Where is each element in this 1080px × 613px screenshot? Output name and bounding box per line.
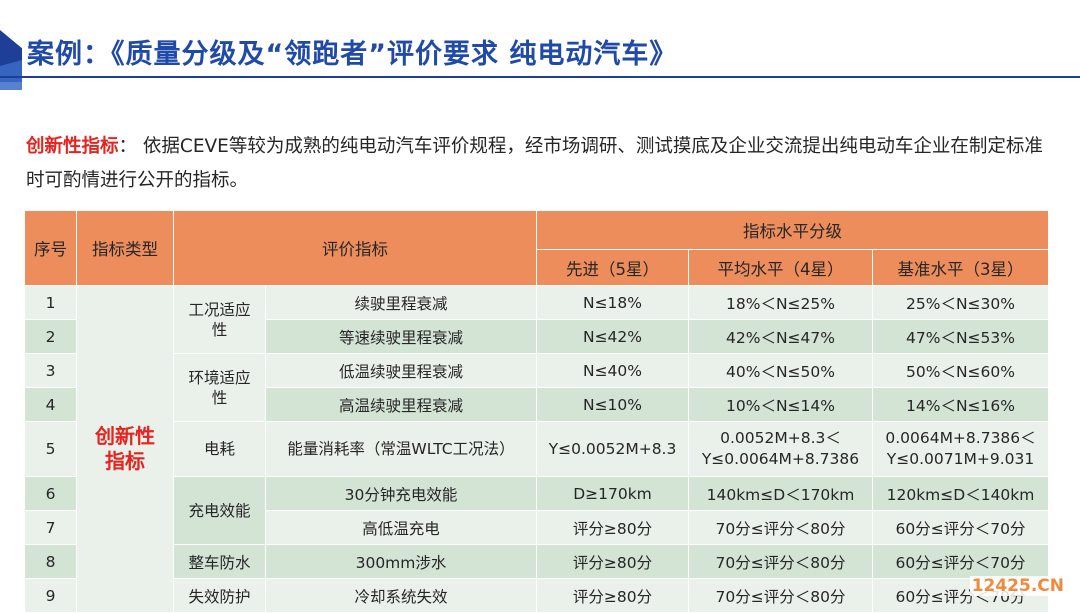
subtype-cell: 环境适应 性 <box>173 353 266 422</box>
indicator-name: 低温续驶里程衰减 <box>265 353 537 388</box>
subtype-cell: 充电效能 <box>173 476 266 545</box>
grade-4star: 18%＜N≤25% <box>688 285 873 320</box>
indicator-name: 高温续驶里程衰减 <box>265 387 537 422</box>
grade-5star: Y≤0.0052M+8.3 <box>536 421 689 477</box>
grade-4star: 70分≤评分＜80分 <box>688 510 873 545</box>
row-no: 2 <box>24 319 77 354</box>
indicator-name: 续驶里程衰减 <box>265 285 537 320</box>
row-no: 6 <box>24 476 77 511</box>
grade-5star: N≤10% <box>536 387 689 422</box>
row-no: 1 <box>24 285 77 320</box>
header-grade-3star: 基准水平（3星） <box>871 249 1050 286</box>
header-grade-4star: 平均水平（4星） <box>688 249 873 286</box>
grade-3star: 14%＜N≤16% <box>871 387 1050 422</box>
row-no: 8 <box>24 544 77 579</box>
intro-paragraph: 创新性指标： 依据CEVE等较为成熟的纯电动汽车评价规程，经市场调研、测试摸底及… <box>26 130 1061 198</box>
intro-text: ： 依据CEVE等较为成熟的纯电动汽车评价规程，经市场调研、测试摸底及企业交流提… <box>26 136 1043 191</box>
grade-3star: 60分≤评分＜70分 <box>871 544 1050 579</box>
header-grade-5star: 先进（5星） <box>536 249 689 286</box>
row-no: 9 <box>24 578 77 613</box>
subtype-label: 失效防护 <box>173 578 266 613</box>
row-no: 5 <box>24 421 77 477</box>
indicator-name: 30分钟充电效能 <box>265 476 537 511</box>
indicator-name: 冷却系统失效 <box>265 578 537 613</box>
grade-3star: 120km≤D＜140km <box>871 476 1050 511</box>
row-no: 7 <box>24 510 77 545</box>
grade-5star: N≤40% <box>536 353 689 388</box>
page-title: 案例：《质量分级及“领跑者”评价要求 纯电动汽车》 <box>27 39 678 70</box>
header-indicator: 评价指标 <box>173 210 537 286</box>
grade-3star: 0.0064M+8.7386＜ Y≤0.0071M+9.031 <box>871 421 1050 477</box>
grade-3star: 47%＜N≤53% <box>871 319 1050 354</box>
grade-5star: 评分≥80分 <box>536 510 689 545</box>
category-cell: 创新性 指标 <box>76 285 174 613</box>
subtype-label: 整车防水 <box>173 544 266 579</box>
subtype-label: 充电效能 <box>188 501 251 520</box>
grade-4star: 0.0052M+8.3＜ Y≤0.0064M+8.7386 <box>688 421 873 477</box>
grade-4star: 10%＜N≤14% <box>688 387 873 422</box>
grade-4star: 40%＜N≤50% <box>688 353 873 388</box>
grade-5star: 评分≥80分 <box>536 544 689 579</box>
header-no: 序号 <box>24 210 77 286</box>
subtype-cell: 工况适应 性 <box>173 285 266 354</box>
grade-4star: 70分≤评分＜80分 <box>688 544 873 579</box>
category-label: 创新性 指标 <box>95 424 155 473</box>
title-divider <box>0 76 1080 78</box>
subtype-label: 工况适应 性 <box>188 300 251 339</box>
indicator-name: 能量消耗率（常温WLTC工况法） <box>265 421 537 477</box>
row-no: 3 <box>24 353 77 388</box>
subtype-label: 环境适应 性 <box>188 368 251 407</box>
grade-3star: 60分≤评分＜70分 <box>871 510 1050 545</box>
header-type: 指标类型 <box>76 210 174 286</box>
subtype-label: 电耗 <box>173 421 266 477</box>
indicator-table: 序号 指标类型 评价指标 指标水平分级 先进（5星） 平均水平（4星） 基准水平… <box>24 210 1050 613</box>
grade-3star: 25%＜N≤30% <box>871 285 1050 320</box>
intro-highlight: 创新性指标 <box>26 136 119 157</box>
grade-5star: 评分≥80分 <box>536 578 689 613</box>
grade-4star: 42%＜N≤47% <box>688 319 873 354</box>
grade-3star: 50%＜N≤60% <box>871 353 1050 388</box>
grade-5star: N≤18% <box>536 285 689 320</box>
grade-4star: 70分≤评分＜80分 <box>688 578 873 613</box>
grade-5star: N≤42% <box>536 319 689 354</box>
indicator-name: 高低温充电 <box>265 510 537 545</box>
title-accent-shadow <box>0 60 22 90</box>
header-grade-group: 指标水平分级 <box>535 210 1050 250</box>
indicator-name: 300mm涉水 <box>265 544 537 579</box>
indicator-name: 等速续驶里程衰减 <box>265 319 537 354</box>
row-no: 4 <box>24 387 77 422</box>
grade-4star: 140km≤D＜170km <box>688 476 873 511</box>
watermark: 12425.CN <box>969 576 1066 596</box>
grade-5star: D≥170km <box>536 476 689 511</box>
